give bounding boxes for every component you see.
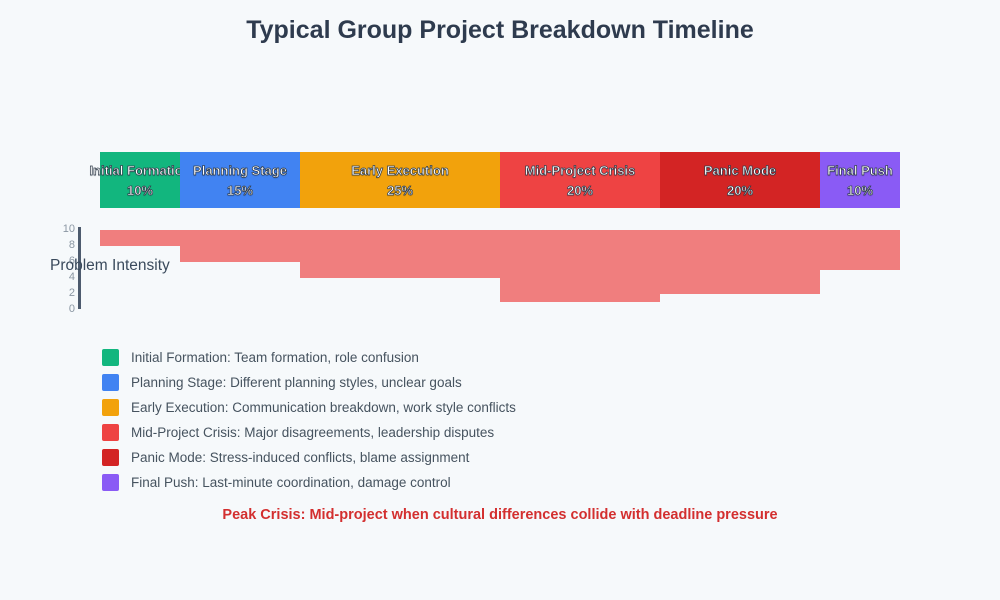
legend-swatch — [102, 474, 119, 491]
problem-intensity-bars — [100, 230, 900, 310]
y-tick-label: 2 — [68, 287, 75, 299]
intensity-bar-initial-formation — [100, 230, 180, 246]
y-tick-label: 8 — [68, 239, 75, 251]
phase-name: Mid-Project Crisis — [524, 162, 636, 178]
phase-segment-panic-mode: Panic Mode 20% — [660, 152, 820, 208]
phase-segment-final-push: Final Push 10% — [820, 152, 900, 208]
legend-swatch — [102, 449, 119, 466]
legend-label: Early Execution: Communication breakdown… — [131, 400, 516, 415]
legend-label: Mid-Project Crisis: Major disagreements,… — [131, 425, 495, 440]
legend-swatch — [102, 399, 119, 416]
legend-swatch — [102, 349, 119, 366]
legend-row: Final Push: Last-minute coordination, da… — [102, 470, 516, 495]
legend-row: Panic Mode: Stress-induced conflicts, bl… — [102, 445, 516, 470]
phase-percent: 25% — [386, 182, 414, 198]
y-axis-line — [78, 227, 81, 309]
legend: Initial Formation: Team formation, role … — [102, 345, 516, 495]
phase-name: Panic Mode — [703, 162, 777, 178]
legend-label: Planning Stage: Different planning style… — [131, 375, 462, 390]
intensity-bar-planning-stage — [180, 230, 300, 262]
chart-title: Typical Group Project Breakdown Timeline — [246, 16, 754, 44]
phase-name: Final Push — [827, 162, 893, 178]
phase-segment-initial-formation: Initial Formation 10% — [89, 152, 191, 208]
phase-percent: 15% — [226, 182, 254, 198]
phase-percent: 10% — [846, 182, 874, 198]
legend-label: Panic Mode: Stress-induced conflicts, bl… — [131, 450, 470, 465]
phase-segment-planning-stage: Planning Stage 15% — [180, 152, 300, 208]
y-tick-label: 4 — [68, 271, 75, 283]
legend-row: Planning Stage: Different planning style… — [102, 370, 516, 395]
phase-segment-mid-project-crisis: Mid-Project Crisis 20% — [500, 152, 660, 208]
y-axis-title: Problem Intensity — [50, 257, 170, 274]
phase-timeline-band: Initial Formation 10% Planning Stage 15% Ear… — [89, 152, 900, 208]
peak-crisis-annotation: Peak Crisis: Mid-project when cultural d… — [222, 507, 778, 523]
y-tick-label: 0 — [68, 303, 75, 315]
legend-row: Initial Formation: Team formation, role … — [102, 345, 516, 370]
intensity-bar-final-push — [820, 230, 900, 270]
phase-name: Planning Stage — [193, 162, 288, 178]
phase-segment-early-execution: Early Execution 25% — [300, 152, 500, 208]
y-tick-label: 10 — [62, 223, 75, 235]
y-tick-label: 6 — [68, 255, 75, 267]
y-axis-tick-labels: 10 8 6 4 2 0 — [30, 0, 75, 330]
phase-name: Early Execution — [351, 162, 449, 178]
phase-percent: 20% — [726, 182, 754, 198]
legend-label: Initial Formation: Team formation, role … — [131, 350, 419, 365]
legend-swatch — [102, 374, 119, 391]
intensity-bar-mid-project-crisis — [500, 230, 660, 302]
phase-name: Initial Formation — [89, 162, 191, 178]
legend-row: Early Execution: Communication breakdown… — [102, 395, 516, 420]
intensity-bar-early-execution — [300, 230, 500, 278]
legend-label: Final Push: Last-minute coordination, da… — [131, 475, 451, 490]
legend-row: Mid-Project Crisis: Major disagreements,… — [102, 420, 516, 445]
legend-swatch — [102, 424, 119, 441]
phase-percent: 20% — [566, 182, 594, 198]
intensity-bar-panic-mode — [660, 230, 820, 294]
phase-percent: 10% — [126, 182, 154, 198]
